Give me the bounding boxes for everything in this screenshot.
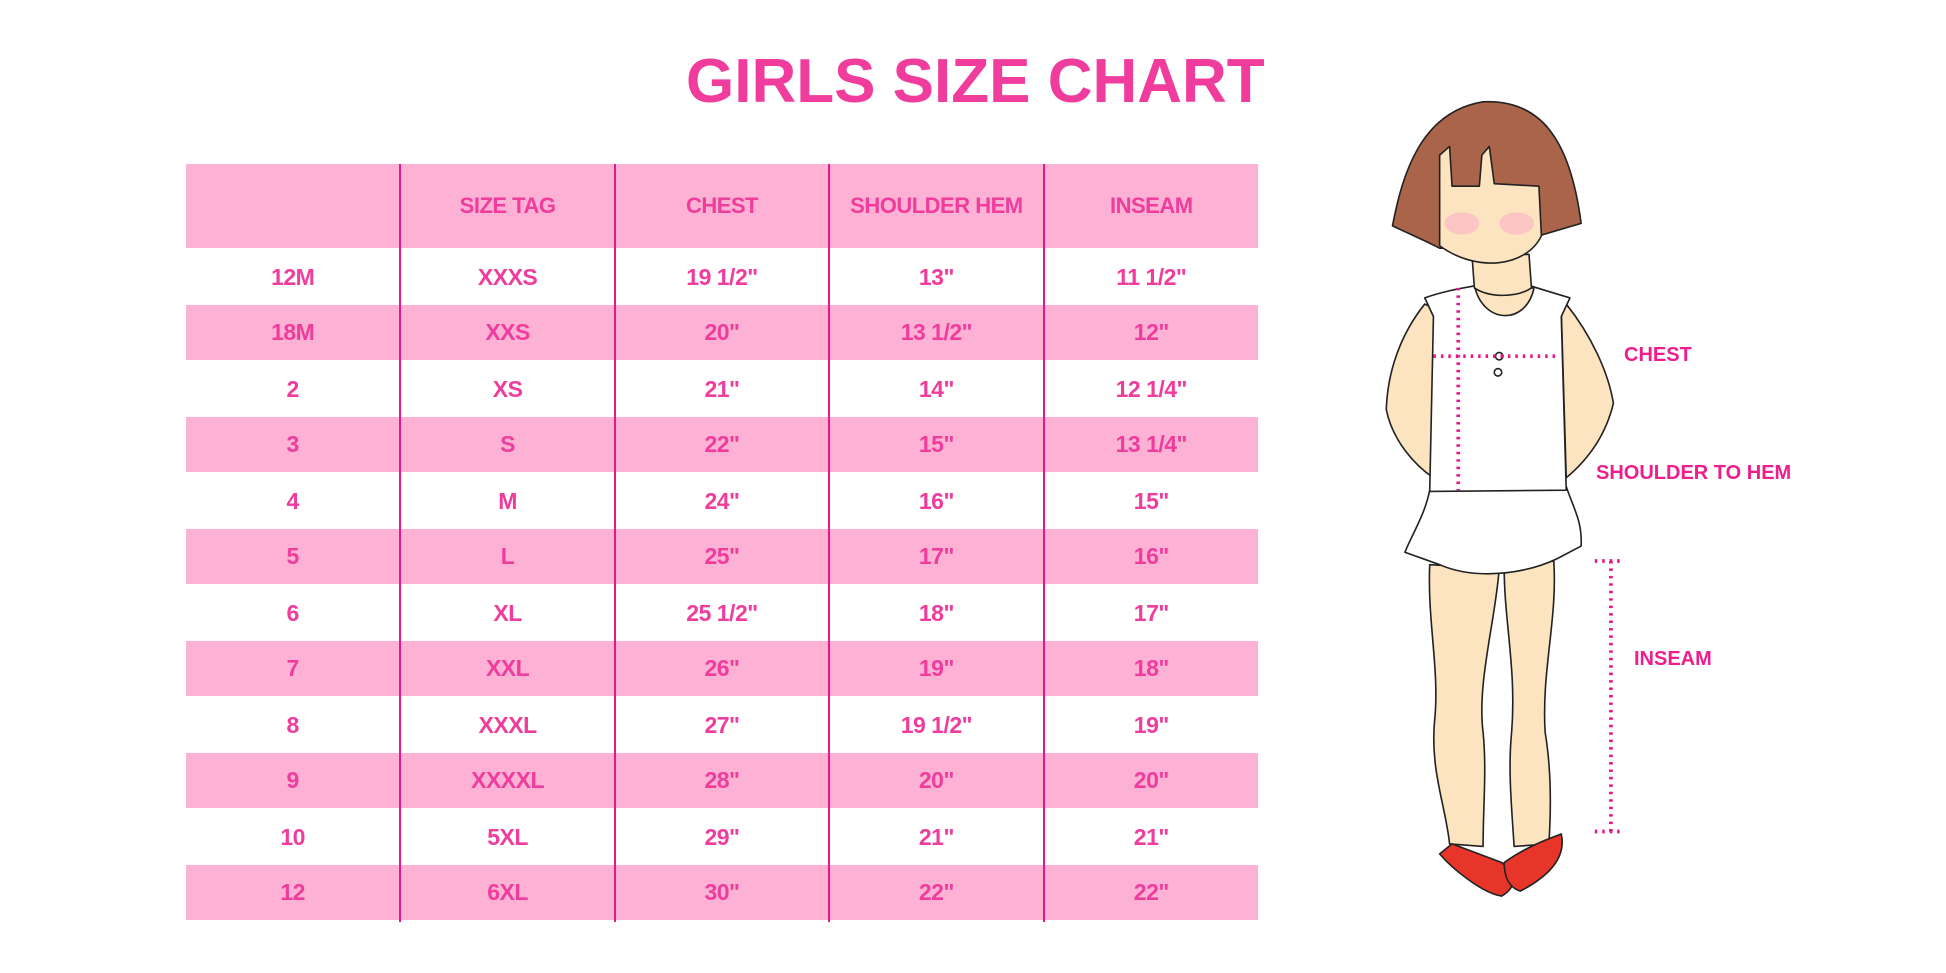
table-cell: 27" xyxy=(613,697,830,753)
table-row: 4 M 24" 16" 15" xyxy=(186,473,1258,529)
table-cell: 5XL xyxy=(399,809,615,865)
table-cell: 24" xyxy=(613,473,830,529)
table-cell: 21" xyxy=(613,361,830,417)
table-cell: 25 1/2" xyxy=(613,585,830,641)
table-cell: 29" xyxy=(613,809,830,865)
table-cell: XXXS xyxy=(399,249,615,305)
table-row: 9 XXXXL 28" 20" 20" xyxy=(186,753,1258,809)
table-cell: XL xyxy=(399,585,615,641)
table-cell: 2 xyxy=(286,376,300,402)
dress-skirt xyxy=(1404,485,1582,575)
table-cell: 20" xyxy=(1042,753,1258,809)
table-cell: 12M xyxy=(271,264,315,290)
table-row: 18M XXS 20" 13 1/2" 12" xyxy=(186,305,1258,361)
table-cell: 19" xyxy=(1042,697,1258,753)
chest-label: CHEST xyxy=(1624,344,1692,366)
table-cell: M xyxy=(399,473,615,529)
table-cell: 17" xyxy=(1042,585,1258,641)
table-cell: 13 1/4" xyxy=(1042,417,1258,473)
table-cell: XXL xyxy=(399,641,615,697)
table-cell: 21" xyxy=(828,809,1044,865)
table-cell: 14" xyxy=(828,361,1044,417)
inseam-label: INSEAM xyxy=(1634,648,1712,670)
right-arm xyxy=(1560,303,1615,479)
column-header: CHEST xyxy=(613,164,830,249)
right-leg xyxy=(1503,560,1556,848)
table-cell: 12 xyxy=(186,865,401,921)
table-cell: 28" xyxy=(613,753,830,809)
table-cell: XXXXL xyxy=(399,753,615,809)
table-row: 5 L 25" 17" 16" xyxy=(186,529,1258,585)
table-row: 6 XL 25 1/2" 18" 17" xyxy=(186,585,1258,641)
table-row: 10 5XL 29" 21" 21" xyxy=(186,809,1258,865)
table-cell: 16" xyxy=(828,473,1044,529)
table-cell: 13 1/2" xyxy=(828,305,1044,361)
table-cell: 5 xyxy=(186,529,401,585)
column-header: SHOULDER HEM xyxy=(828,164,1044,249)
table-cell: 7 xyxy=(186,641,401,697)
table-cell: 19 1/2" xyxy=(828,697,1044,753)
dress-top xyxy=(1423,284,1571,493)
table-cell: 13" xyxy=(828,249,1044,305)
table-cell: 4 xyxy=(286,488,300,514)
table-row: 8 XXXL 27" 19 1/2" 19" xyxy=(186,697,1258,753)
table-cell: 19 1/2" xyxy=(613,249,830,305)
table-cell: 10 xyxy=(280,824,305,850)
table-cell: 19" xyxy=(828,641,1044,697)
table-cell: 22" xyxy=(613,417,830,473)
table-cell: 16" xyxy=(1042,529,1258,585)
column-header xyxy=(186,164,401,249)
table-cell: 21" xyxy=(1042,809,1258,865)
table-cell: 18M xyxy=(186,305,401,361)
table-row: 3 S 22" 15" 13 1/4" xyxy=(186,417,1258,473)
table-cell: 15" xyxy=(828,417,1044,473)
size-chart-table: SIZE TAG CHEST SHOULDER HEM INSEAM 12M XXXS 1… xyxy=(186,164,1258,922)
table-cell: 6 xyxy=(286,600,300,626)
table-cell: 20" xyxy=(828,753,1044,809)
left-arm xyxy=(1385,303,1438,479)
table-row: 12 6XL 30" 22" 22" xyxy=(186,865,1258,921)
table-cell: XS xyxy=(399,361,615,417)
table-cell: 20" xyxy=(613,305,830,361)
table-cell: 11 1/2" xyxy=(1042,249,1258,305)
table-cell: 6XL xyxy=(399,865,615,921)
page-title: GIRLS SIZE CHART xyxy=(686,47,1265,116)
shoulder-to-hem-label: SHOULDER TO HEM xyxy=(1596,462,1792,484)
table-cell: 9 xyxy=(186,753,401,809)
table-cell: L xyxy=(399,529,615,585)
table-cell: XXXL xyxy=(399,697,615,753)
table-cell: 25" xyxy=(613,529,830,585)
table-cell: S xyxy=(399,417,615,473)
column-header: INSEAM xyxy=(1042,164,1258,249)
table-cell: XXS xyxy=(399,305,615,361)
left-shoe xyxy=(1438,843,1514,897)
table-row: 7 XXL 26" 19" 18" xyxy=(186,641,1258,697)
table-cell: 12 1/4" xyxy=(1042,361,1258,417)
table-row: 12M XXXS 19 1/2" 13" 11 1/2" xyxy=(186,249,1258,305)
table-row: 2 XS 21" 14" 12 1/4" xyxy=(186,361,1258,417)
table-cell: 18" xyxy=(828,585,1044,641)
left-leg xyxy=(1428,563,1501,848)
table-cell: 22" xyxy=(1042,865,1258,921)
right-shoe xyxy=(1503,833,1563,892)
table-cell: 17" xyxy=(828,529,1044,585)
table-header-row: SIZE TAG CHEST SHOULDER HEM INSEAM xyxy=(186,164,1258,249)
table-cell: 30" xyxy=(613,865,830,921)
table-cell: 22" xyxy=(828,865,1044,921)
table-cell: 18" xyxy=(1042,641,1258,697)
table-cell: 15" xyxy=(1042,473,1258,529)
column-header: SIZE TAG xyxy=(399,164,615,249)
table-cell: 12" xyxy=(1042,305,1258,361)
table-cell: 26" xyxy=(613,641,830,697)
table-cell: 3 xyxy=(186,417,401,473)
table-cell: 8 xyxy=(286,712,300,738)
